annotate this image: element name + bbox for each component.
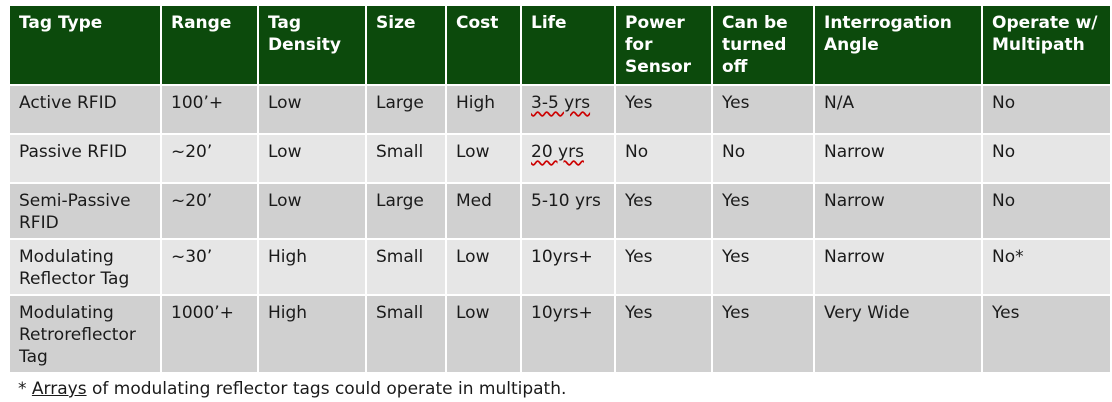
cell-tag-type: Active RFID [8,84,162,135]
cell-tag-type: Semi-Passive RFID [8,182,162,240]
cell-size: Large [365,182,447,240]
cell-cost: Low [445,294,522,374]
header-row: Tag Type Range Tag Density Size Cost Lif… [8,4,1112,86]
cell-tag-type: Modulating Retroreflector Tag [8,294,162,374]
cell-size: Small [365,238,447,296]
cell-tag-density: Low [257,182,367,240]
header-can-be-turned-off: Can be turned off [711,4,815,86]
cell-power-for-sensor: Yes [614,238,713,296]
cell-tag-density: High [257,238,367,296]
header-range: Range [160,4,259,86]
cell-life: 10yrs+ [520,294,616,374]
cell-cost: Low [445,238,522,296]
cell-size: Large [365,84,447,135]
cell-tag-density: Low [257,133,367,184]
cell-range: ~30’ [160,238,259,296]
life-text: 20 yrs [531,142,584,162]
cell-size: Small [365,133,447,184]
cell-interrogation-angle: Narrow [813,238,983,296]
header-interrogation-angle: Interrogation Angle [813,4,983,86]
cell-power-for-sensor: No [614,133,713,184]
cell-power-for-sensor: Yes [614,84,713,135]
cell-operate-multipath: Yes [981,294,1112,374]
footnote-underlined-word: Arrays [31,379,87,399]
cell-tag-density: High [257,294,367,374]
header-size: Size [365,4,447,86]
cell-operate-multipath: No [981,133,1112,184]
header-power-for-sensor: Power for Sensor [614,4,713,86]
cell-cost: High [445,84,522,135]
footnote-prefix: * [18,379,32,399]
cell-interrogation-angle: Narrow [813,182,983,240]
cell-operate-multipath: No [981,182,1112,240]
cell-range: ~20’ [160,182,259,240]
cell-tag-density: Low [257,84,367,135]
cell-range: ~20’ [160,133,259,184]
cell-power-for-sensor: Yes [614,182,713,240]
header-cost: Cost [445,4,522,86]
cell-can-be-turned-off: Yes [711,182,815,240]
cell-can-be-turned-off: Yes [711,238,815,296]
cell-life: 20 yrs [520,133,616,184]
cell-interrogation-angle: Very Wide [813,294,983,374]
cell-cost: Med [445,182,522,240]
cell-tag-type: Passive RFID [8,133,162,184]
cell-life: 3-5 yrs [520,84,616,135]
cell-tag-type: Modulating Reflector Tag [8,238,162,296]
cell-power-for-sensor: Yes [614,294,713,374]
rfid-comparison-table: Tag Type Range Tag Density Size Cost Lif… [8,4,1112,374]
cell-life: 10yrs+ [520,238,616,296]
cell-range: 100’+ [160,84,259,135]
header-tag-density: Tag Density [257,4,367,86]
life-text: 3-5 yrs [531,93,591,113]
cell-interrogation-angle: Narrow [813,133,983,184]
cell-operate-multipath: No* [981,238,1112,296]
footnote-text: of modulating reflector tags could opera… [86,379,567,399]
cell-cost: Low [445,133,522,184]
header-operate-multipath: Operate w/ Multipath [981,4,1112,86]
table-row: Modulating Retroreflector Tag 1000’+ Hig… [8,294,1112,374]
table-row: Modulating Reflector Tag ~30’ High Small… [8,238,1112,296]
cell-can-be-turned-off: Yes [711,84,815,135]
footnote: * Arrays of modulating reflector tags co… [18,378,566,400]
cell-life: 5-10 yrs [520,182,616,240]
header-life: Life [520,4,616,86]
header-tag-type: Tag Type [8,4,162,86]
table-row: Semi-Passive RFID ~20’ Low Large Med 5-1… [8,182,1112,240]
cell-can-be-turned-off: Yes [711,294,815,374]
cell-can-be-turned-off: No [711,133,815,184]
cell-range: 1000’+ [160,294,259,374]
cell-size: Small [365,294,447,374]
table-row: Active RFID 100’+ Low Large High 3-5 yrs… [8,84,1112,135]
cell-operate-multipath: No [981,84,1112,135]
table-row: Passive RFID ~20’ Low Small Low 20 yrs N… [8,133,1112,184]
cell-interrogation-angle: N/A [813,84,983,135]
